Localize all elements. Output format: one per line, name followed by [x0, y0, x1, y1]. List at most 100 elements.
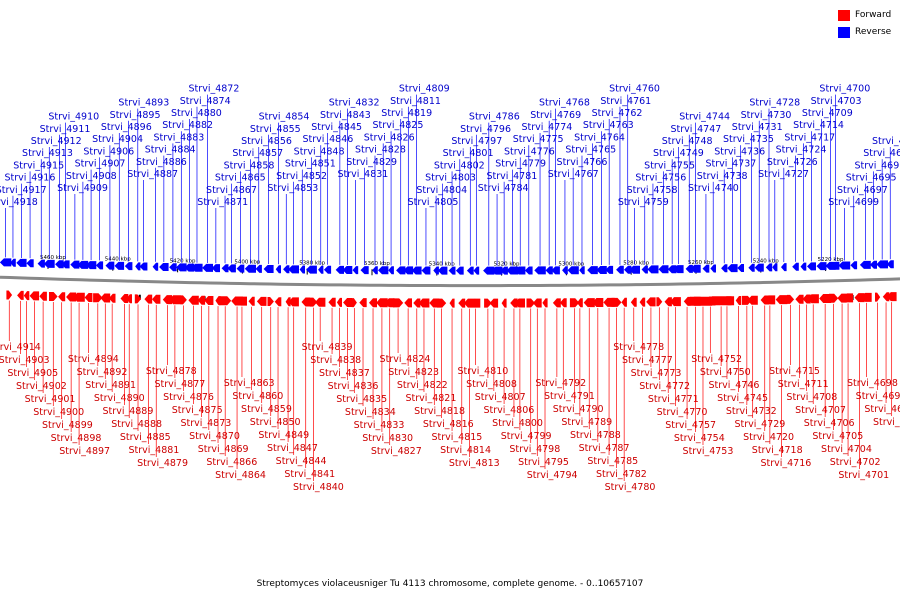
- gene-label-reverse[interactable]: Strvi_4906: [83, 146, 134, 157]
- gene-arrow-forward[interactable]: [882, 292, 890, 302]
- gene-arrow-reverse[interactable]: [352, 266, 359, 275]
- gene-arrow-forward[interactable]: [886, 292, 897, 302]
- gene-arrow-forward[interactable]: [93, 293, 103, 303]
- gene-label-forward[interactable]: Strvi_4707: [795, 405, 846, 416]
- gene-label-reverse[interactable]: Strvi_4763: [583, 120, 634, 131]
- gene-arrow-forward[interactable]: [510, 298, 518, 308]
- gene-arrow-reverse[interactable]: [318, 265, 324, 274]
- gene-arrow-forward[interactable]: [787, 294, 795, 304]
- gene-label-forward[interactable]: Strvi_4902: [16, 381, 67, 392]
- gene-label-reverse[interactable]: Strvi_4854: [259, 112, 310, 123]
- gene-label-reverse[interactable]: Strvi_4781: [486, 171, 537, 182]
- gene-arrow-forward[interactable]: [23, 291, 30, 301]
- gene-arrow-forward[interactable]: [449, 298, 455, 308]
- gene-arrow-forward[interactable]: [120, 294, 129, 303]
- gene-arrow-reverse[interactable]: [491, 266, 503, 275]
- gene-arrow-forward[interactable]: [747, 295, 758, 305]
- gene-label-forward[interactable]: Strvi_4847: [267, 443, 318, 454]
- gene-arrow-forward[interactable]: [854, 293, 865, 303]
- gene-arrow-forward[interactable]: [795, 294, 804, 304]
- gene-arrow-reverse[interactable]: [781, 263, 787, 272]
- gene-arrow-reverse[interactable]: [624, 265, 632, 274]
- gene-arrow-forward[interactable]: [197, 295, 206, 305]
- gene-arrow-forward[interactable]: [526, 298, 536, 308]
- gene-label-reverse[interactable]: Strvi_4809: [399, 84, 450, 95]
- gene-label-reverse[interactable]: Strvi_4765: [565, 145, 616, 156]
- gene-label-reverse[interactable]: Strvi_4748: [662, 136, 713, 147]
- gene-label-reverse[interactable]: Strvi_4871: [197, 197, 248, 208]
- gene-arrow-reverse[interactable]: [288, 265, 299, 274]
- gene-label-reverse[interactable]: Strvi_4884: [145, 145, 196, 156]
- gene-arrow-forward[interactable]: [621, 297, 627, 307]
- gene-arrow-reverse[interactable]: [77, 260, 89, 269]
- gene-arrow-forward[interactable]: [861, 292, 872, 302]
- gene-label-reverse[interactable]: Strvi_4852: [276, 171, 327, 182]
- gene-arrow-forward[interactable]: [376, 298, 388, 308]
- gene-arrow-forward[interactable]: [775, 295, 788, 305]
- gene-arrow-reverse[interactable]: [176, 263, 187, 272]
- gene-label-reverse[interactable]: Strvi_4848: [294, 146, 345, 157]
- gene-arrow-reverse[interactable]: [483, 266, 495, 275]
- gene-label-forward[interactable]: Strvi_4839: [302, 342, 353, 353]
- gene-arrow-reverse[interactable]: [403, 266, 414, 275]
- gene-label-forward[interactable]: Strvi_4754: [674, 433, 725, 444]
- gene-arrow-reverse[interactable]: [737, 264, 744, 272]
- gene-arrow-reverse[interactable]: [545, 266, 553, 275]
- gene-label-forward[interactable]: Strvi_4835: [336, 394, 387, 405]
- gene-arrow-reverse[interactable]: [500, 266, 508, 275]
- gene-label-reverse[interactable]: Strvi_4768: [539, 98, 590, 109]
- gene-arrow-reverse[interactable]: [673, 265, 684, 274]
- gene-label-forward[interactable]: Strvi_4752: [691, 354, 742, 365]
- gene-arrow-reverse[interactable]: [306, 265, 317, 274]
- gene-arrow-reverse[interactable]: [244, 264, 256, 273]
- gene-arrow-reverse[interactable]: [886, 260, 894, 269]
- gene-label-forward[interactable]: Strvi_4903: [0, 355, 50, 366]
- gene-label-reverse[interactable]: Strvi_4825: [373, 120, 424, 131]
- gene-label-forward[interactable]: Strvi_4899: [42, 420, 93, 431]
- gene-arrow-forward[interactable]: [501, 298, 507, 308]
- gene-arrow-reverse[interactable]: [562, 266, 568, 275]
- gene-label-forward[interactable]: Strvi_4787: [579, 443, 630, 454]
- gene-label-forward[interactable]: Strvi_4838: [310, 355, 361, 366]
- gene-arrow-forward[interactable]: [683, 296, 691, 306]
- gene-arrow-reverse[interactable]: [473, 266, 480, 275]
- gene-label-forward[interactable]: Strvi_4794: [527, 470, 578, 481]
- gene-label-forward[interactable]: Strvi_4822: [397, 380, 448, 391]
- gene-label-reverse[interactable]: Strvi_4714: [793, 120, 844, 131]
- gene-arrow-forward[interactable]: [489, 298, 499, 308]
- gene-arrow-forward[interactable]: [188, 295, 199, 305]
- gene-arrow-forward[interactable]: [336, 297, 342, 307]
- gene-label-forward[interactable]: Strvi_4864: [215, 470, 266, 481]
- gene-arrow-forward[interactable]: [514, 298, 525, 308]
- gene-label-forward[interactable]: Strvi_4841: [284, 469, 335, 480]
- gene-label-forward[interactable]: Strvi_4859: [241, 404, 292, 415]
- gene-arrow-reverse[interactable]: [534, 266, 546, 275]
- gene-label-reverse[interactable]: Strvi_4726: [767, 157, 818, 168]
- gene-label-reverse[interactable]: Strvi_4804: [416, 185, 467, 196]
- gene-arrow-reverse[interactable]: [275, 265, 281, 274]
- gene-arrow-forward[interactable]: [639, 297, 646, 307]
- gene-arrow-reverse[interactable]: [647, 265, 659, 274]
- gene-label-forward[interactable]: Strvi_4849: [258, 430, 309, 441]
- gene-arrow-reverse[interactable]: [772, 263, 778, 272]
- gene-arrow-reverse[interactable]: [515, 266, 526, 275]
- gene-label-forward[interactable]: Strvi_4808: [466, 379, 517, 390]
- gene-arrow-reverse[interactable]: [37, 259, 45, 268]
- gene-arrow-forward[interactable]: [583, 298, 595, 308]
- gene-label-reverse[interactable]: Strvi_4909: [57, 183, 108, 194]
- gene-arrow-reverse[interactable]: [421, 266, 431, 275]
- gene-label-reverse[interactable]: Strvi_4803: [425, 173, 476, 184]
- gene-label-forward[interactable]: Strvi_4813: [449, 458, 500, 469]
- gene-arrow-reverse[interactable]: [455, 266, 464, 275]
- gene-label-forward[interactable]: Strvi_4720: [743, 432, 794, 443]
- gene-arrow-forward[interactable]: [670, 297, 681, 307]
- gene-arrow-reverse[interactable]: [629, 265, 640, 274]
- gene-arrow-forward[interactable]: [274, 297, 282, 307]
- gene-arrow-forward[interactable]: [58, 292, 66, 302]
- gene-label-reverse[interactable]: Strvi_4709: [802, 108, 853, 119]
- gene-arrow-forward[interactable]: [84, 293, 93, 302]
- gene-arrow-reverse[interactable]: [70, 260, 80, 269]
- gene-label-reverse[interactable]: Strvi_4779: [495, 159, 546, 170]
- gene-arrow-forward[interactable]: [611, 297, 622, 307]
- gene-arrow-reverse[interactable]: [411, 266, 422, 275]
